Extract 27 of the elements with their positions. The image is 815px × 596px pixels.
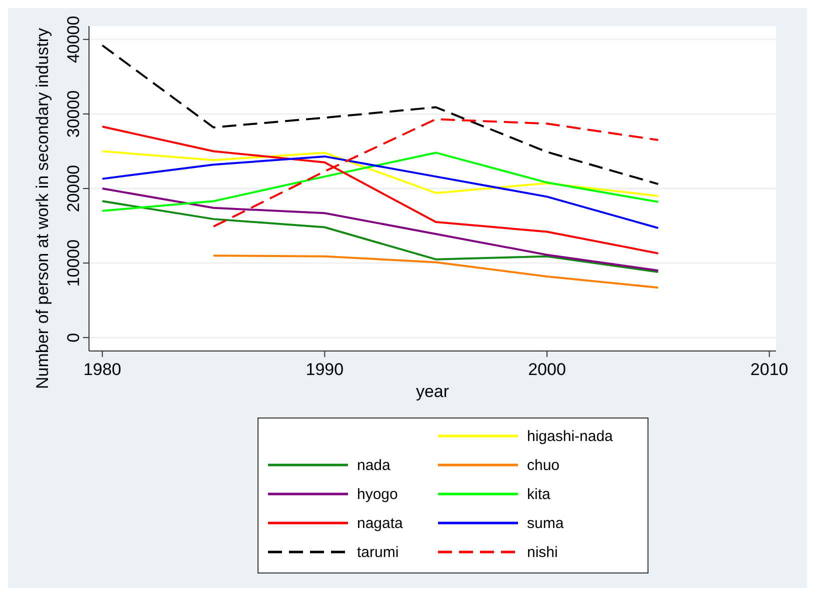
y-axis-title: Number of person at work in secondary industry [33,28,52,389]
line-series [212,254,660,289]
legend-label: nagata [357,515,404,532]
line-series [101,188,660,272]
line-series [101,152,660,212]
legend-label: suma [527,515,564,532]
y-tick-label: 30000 [64,90,83,138]
x-tick-label: 1980 [83,360,122,379]
legend-label: nada [357,457,392,474]
y-tick-label: 20000 [64,164,83,212]
x-axis-title: year [416,382,450,401]
line-series [101,150,660,197]
y-tick-label: 10000 [64,239,83,287]
legend-label: tarumi [357,544,399,561]
line-series [101,200,660,273]
x-tick-label: 2000 [528,360,566,379]
x-tick-label: 1990 [306,360,344,379]
line-series [101,44,660,186]
legend-label: higashi-nada [527,428,614,445]
x-tick-label: 2010 [750,360,788,379]
legend-label: nishi [527,544,558,561]
y-tick-label: 40000 [64,16,83,64]
legend-label: chuo [527,457,560,474]
y-tick-label: 0 [64,332,83,342]
legend-label: hyogo [357,486,398,503]
line-series [101,155,660,230]
legend-label: kita [527,486,551,503]
